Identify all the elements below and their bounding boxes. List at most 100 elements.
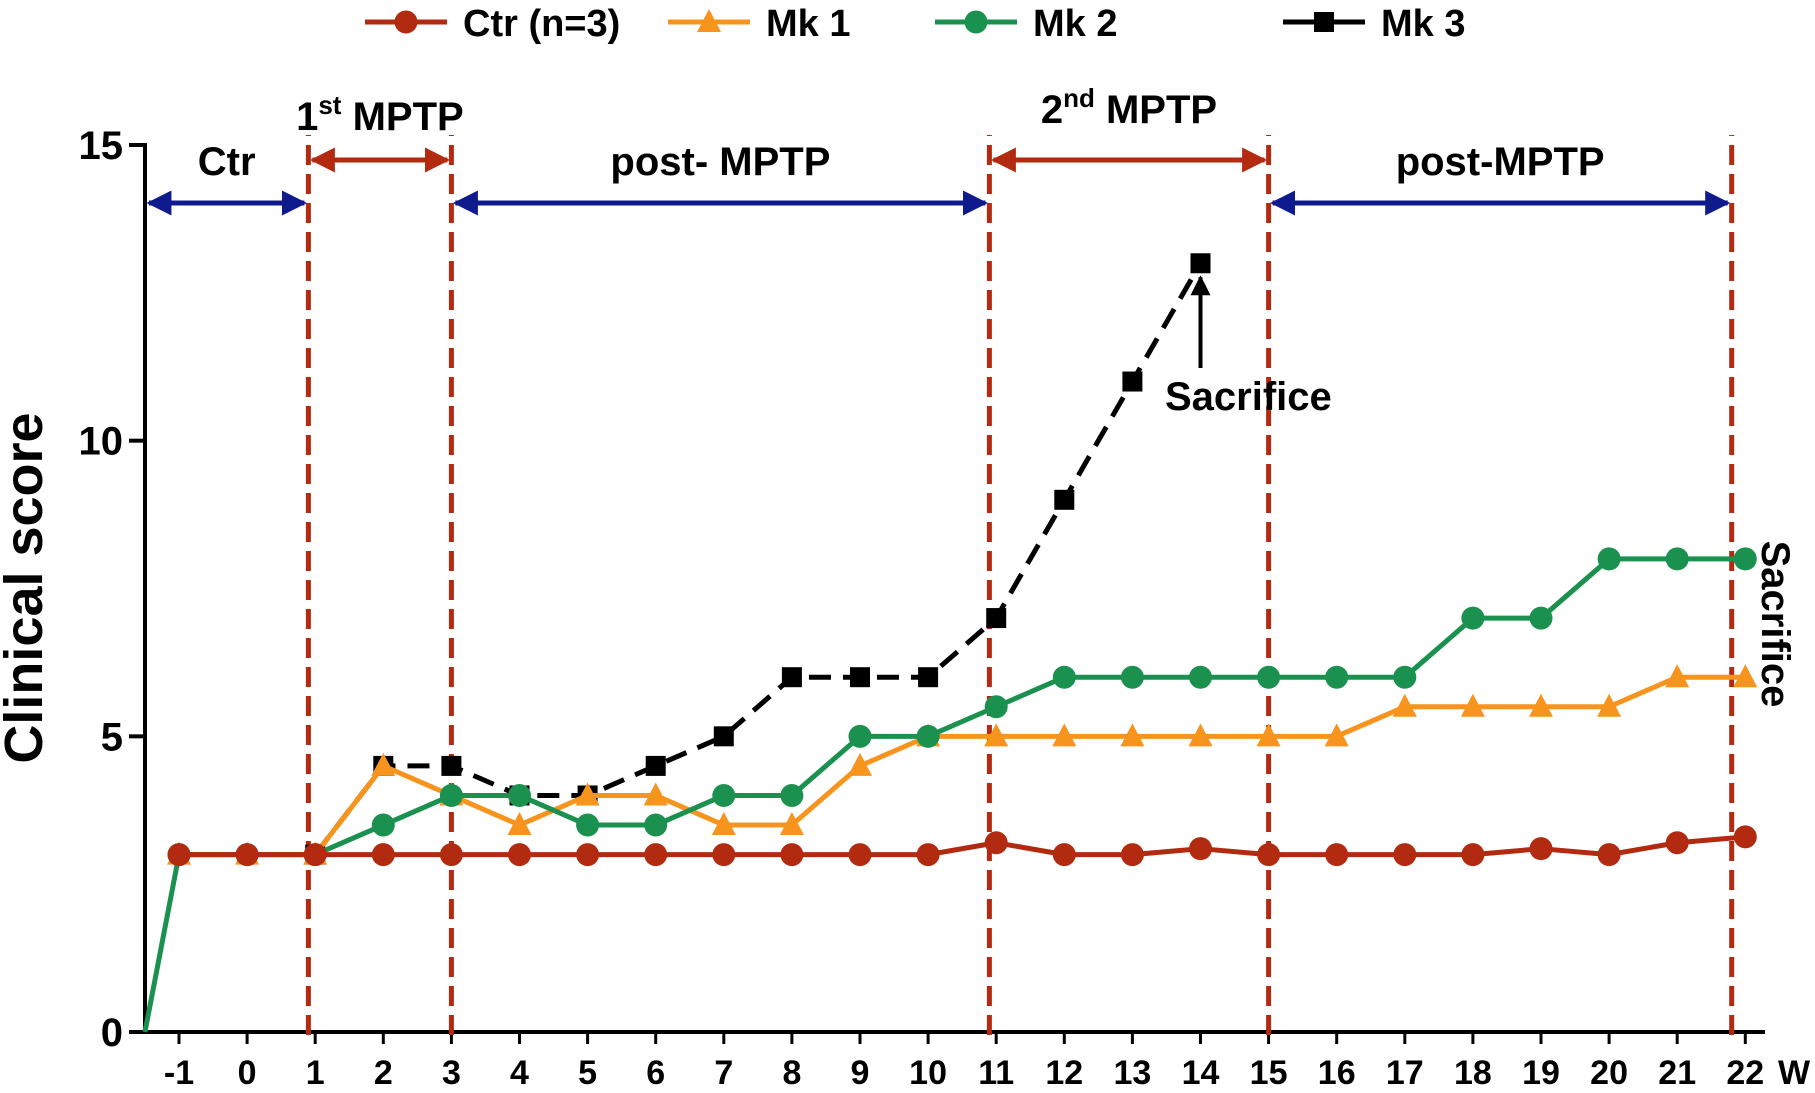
data-point-ctr-n-3 bbox=[1257, 843, 1281, 867]
data-point-mk-3 bbox=[850, 667, 870, 688]
data-point-mk-1 bbox=[575, 782, 600, 806]
data-point-ctr-n-3 bbox=[167, 843, 191, 867]
data-point-mk-1 bbox=[1052, 723, 1077, 747]
series-line-mk-3 bbox=[313, 262, 1203, 857]
data-point-ctr-n-3 bbox=[439, 843, 463, 867]
x-tick-label: 10 bbox=[909, 1054, 947, 1092]
data-point-mk-2 bbox=[916, 724, 940, 748]
data-point-mk-2 bbox=[439, 783, 463, 807]
data-point-mk-1 bbox=[1256, 723, 1281, 747]
x-tick-label: 5 bbox=[578, 1054, 597, 1092]
data-point-mk-2 bbox=[1257, 665, 1281, 689]
data-point-mk-1 bbox=[848, 752, 872, 776]
x-tick-label: 2 bbox=[374, 1054, 393, 1092]
x-tick-label: 14 bbox=[1182, 1054, 1220, 1092]
legend-marker-mk-2 bbox=[964, 10, 988, 34]
x-tick-label: 21 bbox=[1658, 1054, 1696, 1092]
data-point-mk-3 bbox=[441, 755, 462, 776]
data-point-ctr-n-3 bbox=[644, 843, 668, 867]
data-point-mk-1 bbox=[507, 812, 532, 836]
data-point-mk-3 bbox=[713, 726, 734, 747]
data-point-ctr-n-3 bbox=[508, 843, 531, 867]
data-point-mk-1 bbox=[984, 723, 1009, 747]
data-point-mk-2 bbox=[1529, 606, 1553, 630]
y-axis-label: Clinical score bbox=[0, 412, 54, 763]
x-tick-label: 19 bbox=[1522, 1054, 1560, 1092]
data-point-mk-3 bbox=[1054, 489, 1075, 510]
y-tick-label: 10 bbox=[79, 420, 124, 464]
data-point-mk-2 bbox=[1325, 665, 1349, 689]
data-point-mk-2 bbox=[1461, 606, 1485, 630]
data-point-ctr-n-3 bbox=[371, 843, 395, 867]
phase-label: Ctr bbox=[198, 140, 256, 184]
data-point-ctr-n-3 bbox=[780, 843, 804, 867]
data-point-ctr-n-3 bbox=[916, 843, 940, 867]
data-point-mk-1 bbox=[711, 812, 736, 836]
x-tick-label: 16 bbox=[1318, 1054, 1356, 1092]
data-point-ctr-n-3 bbox=[1052, 843, 1076, 867]
data-point-mk-2 bbox=[1052, 665, 1076, 689]
data-point-ctr-n-3 bbox=[1529, 837, 1553, 861]
x-tick-label: 1 bbox=[306, 1054, 325, 1092]
data-point-ctr-n-3 bbox=[303, 843, 327, 867]
data-point-mk-1 bbox=[779, 812, 804, 836]
data-point-mk-1 bbox=[643, 782, 668, 806]
legend-label-mk-1: Mk 1 bbox=[766, 3, 850, 45]
data-point-mk-3 bbox=[645, 755, 666, 776]
x-axis-label: W bbox=[1778, 1054, 1811, 1092]
data-point-mk-2 bbox=[780, 783, 804, 807]
data-point-ctr-n-3 bbox=[1189, 837, 1212, 861]
legend-label-mk-2: Mk 2 bbox=[1033, 3, 1117, 45]
data-point-ctr-n-3 bbox=[1733, 825, 1757, 849]
phase-label: post- MPTP bbox=[610, 140, 830, 184]
series-line-ctr-n-3 bbox=[179, 834, 1746, 858]
data-point-ctr-n-3 bbox=[1461, 843, 1485, 867]
data-point-mk-2 bbox=[1393, 665, 1417, 689]
x-tick-label: 20 bbox=[1590, 1054, 1628, 1092]
data-point-mk-3 bbox=[781, 667, 802, 688]
data-point-mk-1 bbox=[1120, 723, 1145, 747]
data-point-mk-1 bbox=[1324, 723, 1349, 747]
y-tick-label: 5 bbox=[101, 715, 123, 759]
x-tick-label: 7 bbox=[714, 1054, 733, 1092]
annotation-sacrifice: Sacrifice bbox=[1165, 375, 1332, 419]
data-point-ctr-n-3 bbox=[1120, 843, 1144, 867]
data-point-mk-2 bbox=[1189, 665, 1212, 689]
data-point-ctr-n-3 bbox=[1393, 843, 1417, 867]
data-point-mk-1 bbox=[1529, 693, 1553, 717]
data-point-mk-3 bbox=[986, 608, 1007, 629]
data-point-mk-2 bbox=[1665, 547, 1689, 571]
x-tick-label: 9 bbox=[851, 1054, 870, 1092]
data-point-mk-3 bbox=[918, 667, 939, 688]
y-tick-label: 0 bbox=[101, 1011, 123, 1055]
data-point-mk-1 bbox=[1665, 664, 1690, 688]
data-point-ctr-n-3 bbox=[1597, 843, 1621, 867]
series-line-mk-2 bbox=[142, 556, 1746, 1033]
y-tick-label: 15 bbox=[79, 124, 124, 168]
phase-label: 1st MPTP bbox=[296, 90, 464, 139]
data-point-mk-2 bbox=[1597, 547, 1621, 571]
data-point-mk-2 bbox=[371, 813, 395, 837]
x-tick-label: 18 bbox=[1454, 1054, 1492, 1092]
data-point-mk-3 bbox=[1122, 371, 1143, 392]
data-point-mk-1 bbox=[1392, 693, 1417, 717]
data-point-ctr-n-3 bbox=[1665, 831, 1689, 855]
data-point-mk-1 bbox=[1188, 723, 1213, 747]
data-point-ctr-n-3 bbox=[848, 843, 872, 867]
x-tick-label: 0 bbox=[238, 1054, 257, 1092]
x-tick-label: 13 bbox=[1113, 1054, 1151, 1092]
x-tick-label: 15 bbox=[1250, 1054, 1288, 1092]
x-tick-label: 4 bbox=[510, 1054, 529, 1092]
annotation-sacrifice-vertical: Sacrifice bbox=[1753, 541, 1797, 708]
legend-marker-mk-3 bbox=[1314, 12, 1334, 32]
data-point-mk-2 bbox=[508, 783, 531, 807]
data-point-ctr-n-3 bbox=[1325, 843, 1349, 867]
legend-marker-mk-1 bbox=[697, 9, 721, 32]
legend-label-mk-3: Mk 3 bbox=[1381, 3, 1465, 45]
data-point-mk-1 bbox=[1597, 693, 1622, 717]
data-point-mk-2 bbox=[712, 783, 736, 807]
series-line-mk-1 bbox=[179, 674, 1746, 858]
x-tick-label: 6 bbox=[646, 1054, 665, 1092]
legend-label-ctr-n-3: Ctr (n=3) bbox=[463, 3, 620, 45]
